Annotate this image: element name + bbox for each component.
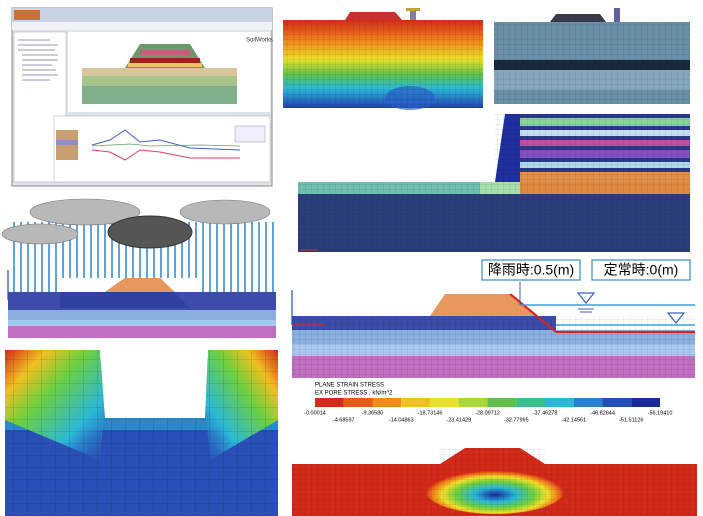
legend-title: PLANE STRAIN STRESS [315, 383, 384, 389]
legend-label: -14.04863 [389, 417, 414, 423]
legend-swatch [315, 398, 344, 407]
legend-label: -23.41429 [446, 417, 471, 423]
legend-label: -28.09712 [475, 410, 500, 416]
legend-label: -46.82844 [590, 410, 615, 416]
legend-label: -0.00014 [304, 410, 326, 416]
legend-swatch [458, 398, 488, 407]
legend-swatch [487, 398, 517, 407]
bulb-contour [292, 448, 697, 516]
legend-label: -42.14561 [561, 417, 586, 423]
steady-level-label: 定常時:0(m) [604, 262, 679, 278]
legend-swatch [372, 398, 402, 407]
layered-mesh [298, 114, 690, 252]
legend-swatch [343, 398, 373, 407]
legend-swatch [430, 398, 459, 407]
legend-swatch [573, 398, 603, 407]
water-level-scene: 降雨時:0.5(m) 定常時:0(m) [291, 259, 695, 378]
legend-swatch [602, 398, 632, 407]
legend-swatch [516, 398, 545, 407]
stress-legend: PLANE STRAIN STRESS EX PORE STRESS , kN/… [304, 383, 672, 424]
legend-label: -32.77995 [504, 417, 529, 423]
rain-scene [1, 198, 276, 338]
mesh-panel [494, 8, 690, 104]
legend-subtitle: EX PORE STRESS , kN/m^2 [315, 391, 393, 397]
legend-label: -4.68597 [333, 417, 355, 423]
excavation-contour [5, 350, 278, 516]
legend-swatch [545, 398, 574, 407]
legend-label: -37.46278 [533, 410, 558, 416]
software-window: SoilWorks [11, 7, 273, 187]
contour-panel [283, 8, 483, 110]
legend-label: -56.19410 [648, 410, 673, 416]
legend-label: -51.51126 [619, 417, 643, 423]
legend-swatch [631, 398, 660, 407]
rain-level-label: 降雨時:0.5(m) [488, 262, 574, 278]
brand: SoilWorks [246, 38, 273, 44]
legend-label: -9.36580 [362, 410, 384, 416]
legend-swatch [401, 398, 430, 407]
legend-label: -18.73146 [418, 410, 443, 416]
